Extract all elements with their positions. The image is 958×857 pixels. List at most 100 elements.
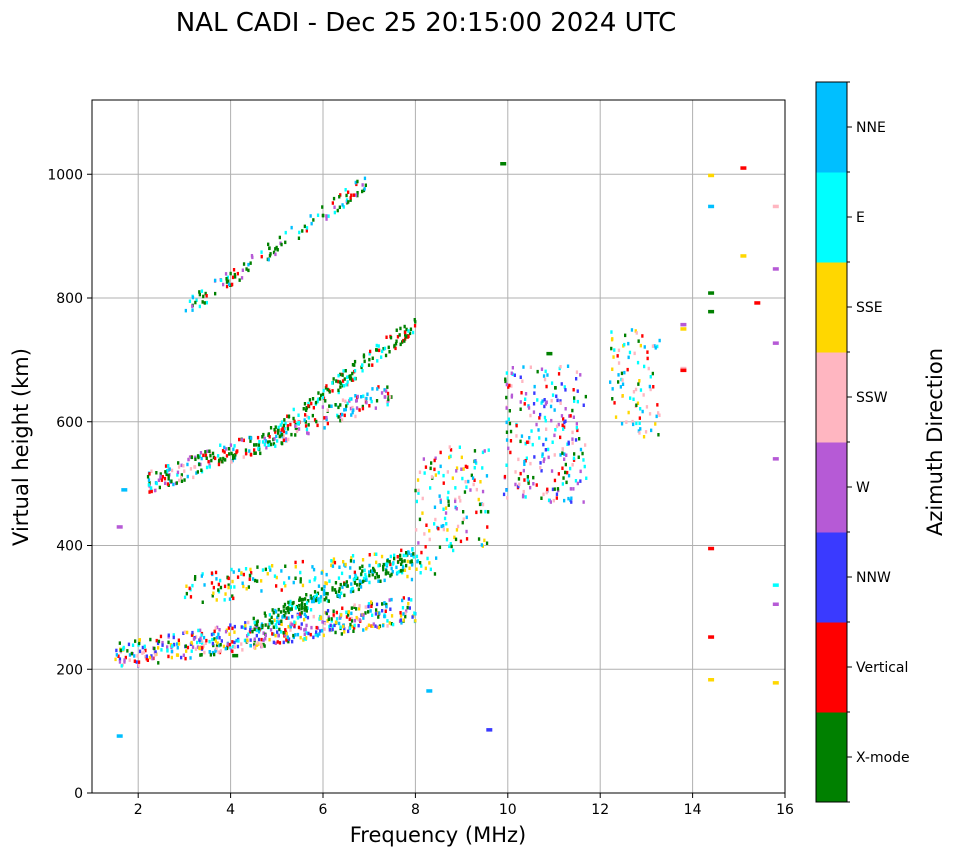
echo-point	[118, 660, 122, 664]
echo-point	[306, 606, 309, 610]
echo-point	[579, 373, 582, 377]
echo-point	[305, 406, 308, 410]
echo-point	[180, 463, 183, 468]
echo-point	[390, 622, 393, 626]
echo-point	[546, 487, 549, 492]
echo-point	[367, 623, 371, 627]
echo-point	[505, 438, 509, 442]
echo-point	[198, 304, 201, 309]
echo-point	[311, 565, 314, 569]
echo-point	[280, 588, 283, 592]
echo-point	[396, 560, 400, 564]
echo-point	[369, 609, 372, 613]
echo-point	[471, 476, 475, 480]
echo-point	[343, 582, 346, 586]
echo-point	[183, 478, 186, 482]
echo-point	[353, 623, 356, 628]
echo-point	[442, 527, 445, 532]
echo-point	[115, 653, 118, 657]
echo-point	[356, 179, 359, 184]
echo-point	[485, 474, 489, 478]
echo-point	[256, 619, 259, 623]
echo-point	[185, 591, 188, 596]
echo-point	[382, 567, 385, 572]
echo-point	[214, 570, 218, 575]
echo-point	[473, 459, 477, 464]
echo-point	[461, 476, 464, 481]
echo-point	[319, 595, 323, 599]
echo-point	[227, 585, 230, 590]
echo-point	[442, 507, 445, 511]
echo-point	[532, 482, 535, 486]
echo-point	[189, 467, 193, 471]
echo-point	[183, 595, 187, 600]
colorbar-segment-vertical	[816, 622, 847, 713]
echo-point	[332, 377, 335, 381]
echo-point	[274, 247, 277, 251]
echo-point	[462, 467, 465, 471]
echo-point	[455, 528, 459, 532]
echo-point	[453, 535, 456, 540]
echo-point	[249, 261, 252, 265]
echo-point	[325, 415, 328, 420]
echo-point	[292, 416, 295, 421]
echo-point	[150, 489, 153, 494]
echo-point	[363, 187, 366, 191]
echo-point	[208, 449, 211, 453]
echo-point	[415, 567, 418, 571]
echo-point	[377, 344, 380, 348]
echo-point	[138, 638, 141, 642]
echo-point	[542, 374, 546, 378]
echo-point	[636, 360, 640, 365]
echo-point	[342, 624, 345, 629]
echo-point	[208, 650, 211, 654]
echo-point	[348, 617, 351, 621]
echo-point	[566, 364, 570, 368]
echo-point	[229, 271, 232, 276]
echo-point	[201, 600, 204, 604]
echo-point	[301, 229, 304, 233]
echo-point	[454, 499, 457, 504]
echo-point	[309, 608, 313, 612]
echo-point	[219, 457, 222, 461]
echo-point	[401, 568, 405, 572]
colorbar-frame	[815, 81, 848, 803]
echo-point	[285, 616, 288, 620]
echo-point	[475, 510, 478, 515]
echo-point	[421, 496, 424, 501]
echo-point	[222, 456, 225, 461]
echo-point	[227, 279, 230, 283]
echo-point	[292, 633, 295, 638]
echo-point	[425, 523, 428, 527]
echo-point	[217, 632, 220, 636]
echo-point	[266, 440, 270, 444]
echo-point	[219, 578, 222, 583]
echo-point	[172, 635, 175, 640]
echo-point	[357, 587, 360, 592]
echo-point	[217, 650, 220, 654]
echo-point	[464, 480, 467, 484]
echo-point	[160, 478, 163, 482]
echo-point	[224, 272, 228, 276]
echo-point	[241, 268, 244, 272]
echo-point	[323, 584, 326, 589]
echo-point	[343, 630, 346, 634]
echo-point	[161, 475, 164, 479]
echo-point	[445, 522, 448, 526]
echo-point	[520, 391, 523, 395]
echo-point	[249, 644, 252, 648]
echo-point	[383, 346, 387, 351]
echo-point	[337, 576, 341, 580]
echo-point	[278, 235, 281, 240]
echo-point	[636, 401, 640, 405]
echo-point	[199, 628, 202, 633]
echo-point	[223, 598, 226, 602]
echo-point	[506, 496, 509, 500]
echo-point	[223, 445, 226, 450]
echo-point	[142, 650, 145, 654]
echo-point	[313, 418, 317, 422]
echo-point	[329, 623, 332, 628]
echo-point	[242, 625, 246, 630]
echo-point	[232, 456, 235, 461]
echo-point	[261, 440, 265, 444]
